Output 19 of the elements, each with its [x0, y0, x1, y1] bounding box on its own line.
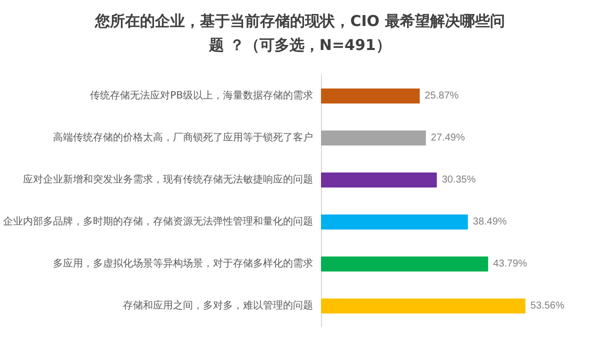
y-tick-label: 传统存储无法应对PB级以上，海量数据存储的需求	[90, 90, 313, 102]
data-label: 53.56%	[530, 300, 564, 312]
bar	[321, 172, 437, 188]
data-label: 25.87%	[424, 90, 459, 102]
data-label: 30.35%	[442, 174, 476, 186]
bar	[321, 130, 426, 146]
y-tick-label: 存储和应用之间，多对多，难以管理的问题	[123, 300, 313, 312]
bar	[321, 256, 488, 272]
y-tick-label: 高端传统存储的价格太高，厂商锁死了应用等于锁死了客户	[53, 132, 313, 144]
bar	[321, 88, 420, 104]
data-label: 27.49%	[430, 132, 465, 144]
y-tick-label: 多应用，多虚拟化场景等异构场景，对于存储多样化的需求	[53, 258, 313, 270]
y-tick-label: 应对企业新增和突发业务需求，现有传统存储无法敏捷响应的问题	[23, 174, 313, 186]
chart-title: 您所在的企业，基于当前存储的现状，CIO 最希望解决哪些问题 ？（可多选，N=491）	[94, 12, 505, 54]
bar	[321, 298, 526, 314]
y-tick-label: 企业内部多品牌，多时期的存储，存储资源无法弹性管理和量化的问题	[3, 216, 313, 228]
bar	[321, 214, 468, 230]
data-label: 38.49%	[472, 216, 507, 228]
data-label: 43.79%	[493, 258, 528, 270]
